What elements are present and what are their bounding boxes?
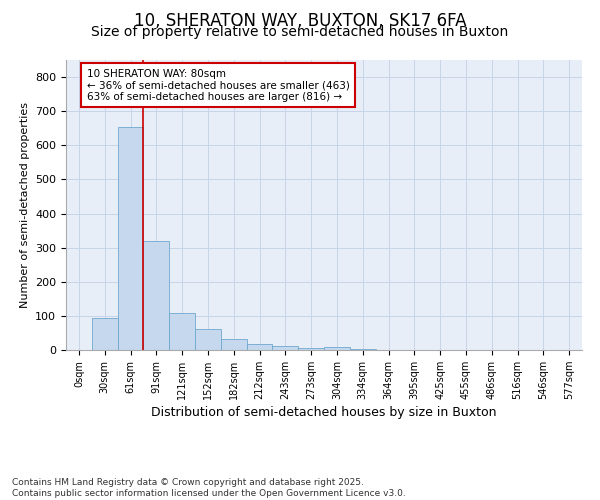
X-axis label: Distribution of semi-detached houses by size in Buxton: Distribution of semi-detached houses by … bbox=[151, 406, 497, 419]
Bar bbox=[195, 328, 221, 350]
Text: Contains HM Land Registry data © Crown copyright and database right 2025.
Contai: Contains HM Land Registry data © Crown c… bbox=[12, 478, 406, 498]
Bar bbox=[247, 344, 272, 350]
Bar bbox=[221, 338, 247, 350]
Bar bbox=[298, 348, 324, 350]
Bar bbox=[118, 126, 143, 350]
Bar bbox=[324, 348, 350, 350]
Y-axis label: Number of semi-detached properties: Number of semi-detached properties bbox=[20, 102, 29, 308]
Text: 10, SHERATON WAY, BUXTON, SK17 6FA: 10, SHERATON WAY, BUXTON, SK17 6FA bbox=[134, 12, 466, 30]
Bar bbox=[143, 241, 169, 350]
Bar bbox=[272, 346, 298, 350]
Bar bbox=[92, 318, 118, 350]
Text: Size of property relative to semi-detached houses in Buxton: Size of property relative to semi-detach… bbox=[91, 25, 509, 39]
Bar bbox=[169, 314, 195, 350]
Text: 10 SHERATON WAY: 80sqm
← 36% of semi-detached houses are smaller (463)
63% of se: 10 SHERATON WAY: 80sqm ← 36% of semi-det… bbox=[86, 68, 350, 102]
